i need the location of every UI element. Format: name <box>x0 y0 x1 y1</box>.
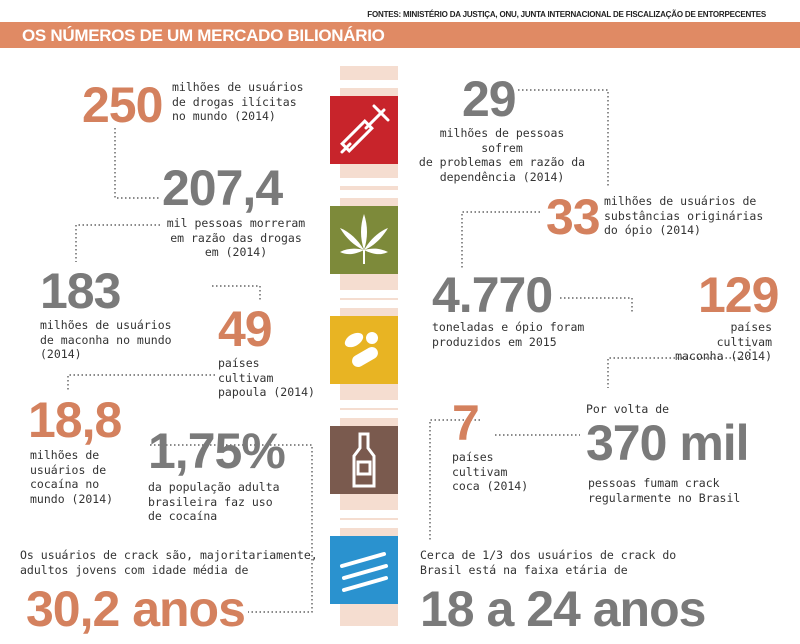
cocaine-lines-icon <box>330 536 398 604</box>
syringe-icon <box>330 96 398 164</box>
column-separator <box>340 178 398 186</box>
page-title: OS NÚMEROS DE UM MERCADO BILIONÁRIO <box>22 26 385 45</box>
column-separator <box>340 80 398 88</box>
stat-deaths-text: mil pessoas morreram em razão das drogas… <box>166 216 306 259</box>
column-separator <box>340 300 398 308</box>
stat-problems-number: 29 <box>462 71 517 127</box>
stat-maconha-paises-text: países cultivam maconha (2014) <box>675 320 772 363</box>
stat-papoula-number: 49 <box>218 301 273 357</box>
column-separator <box>340 410 398 418</box>
stat-maconha-text: milhões de usuários de maconha no mundo … <box>40 318 172 361</box>
stat-tons-number: 4.770 <box>432 267 553 323</box>
stat-deaths-number: 207,4 <box>162 160 283 216</box>
stat-maconha-number: 183 <box>40 263 121 319</box>
column-separator <box>340 190 398 198</box>
stat-cocaina-number: 18,8 <box>28 392 122 448</box>
cannabis-leaf-icon <box>330 206 398 274</box>
stat-coca-number: 7 <box>452 395 480 451</box>
stat-tons-text: toneladas e ópio foram produzidos em 201… <box>432 320 585 349</box>
stat-population-text: da população adulta brasileira faz uso d… <box>148 480 280 523</box>
column-separator <box>340 400 398 408</box>
crack-age-text: Os usuários de crack são, majoritariamen… <box>20 548 318 577</box>
stat-users-text: milhões de usuários de drogas ilícitas n… <box>172 80 304 123</box>
crack-age-number: 30,2 anos <box>26 581 246 637</box>
crack-range-text: Cerca de 1/3 dos usuários de crack do Br… <box>420 548 677 577</box>
column-separator <box>340 290 398 298</box>
stat-population-number: 1,75% <box>148 423 286 479</box>
stat-cocaina-text: milhões de usuários de cocaína no mundo … <box>30 448 114 506</box>
stat-coca-text: países cultivam coca (2014) <box>452 450 529 493</box>
pills-icon <box>330 316 398 384</box>
sources-note: FONTES: MINISTÉRIO DA JUSTIÇA, ONU, JUNT… <box>367 10 766 19</box>
stat-opio-text: milhões de usuários de substâncias origi… <box>604 194 764 237</box>
stat-papoula-text: países cultivam papoula (2014) <box>218 356 315 399</box>
column-separator <box>340 510 398 518</box>
stat-crack-text: pessoas fumam crack regularmente no Bras… <box>588 476 741 505</box>
stat-crack-pre: Por volta de <box>586 402 670 416</box>
title-banner: OS NÚMEROS DE UM MERCADO BILIONÁRIO <box>0 22 800 48</box>
bottle-icon <box>330 426 398 494</box>
stat-crack-number: 370 mil <box>586 415 750 471</box>
stat-opio-number: 33 <box>546 189 601 245</box>
crack-range-number: 18 a 24 anos <box>420 581 706 637</box>
stat-maconha-paises-number: 129 <box>698 267 779 323</box>
column-separator <box>340 520 398 528</box>
stat-problems-text: milhões de pessoas sofrem de problemas e… <box>418 126 586 184</box>
stat-users-number: 250 <box>82 77 163 133</box>
